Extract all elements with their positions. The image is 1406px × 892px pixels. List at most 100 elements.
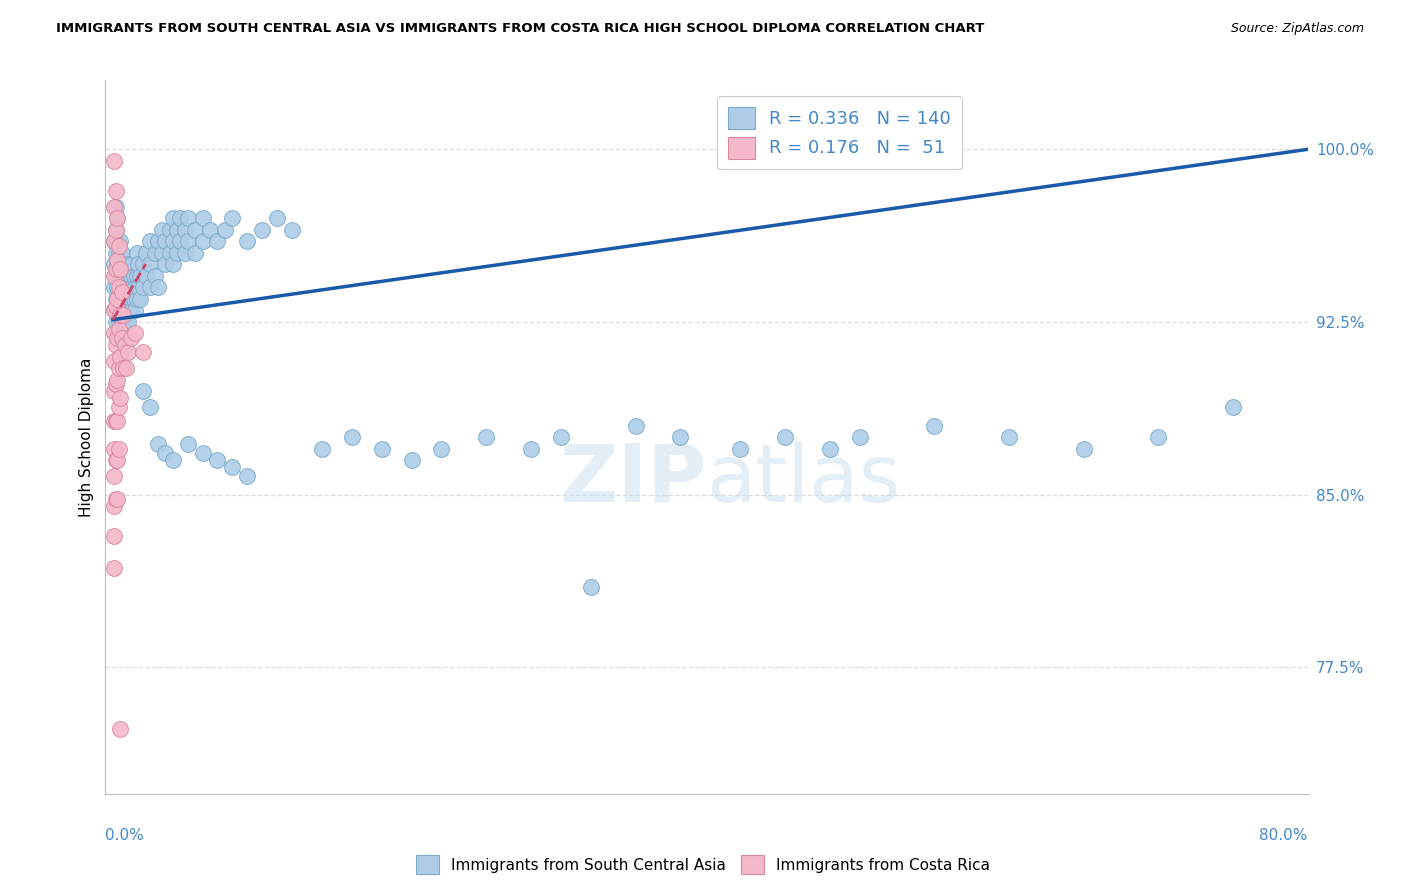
Point [103, 235, 125, 249]
Point [103, 303, 125, 318]
Point [146, 235, 169, 249]
Point [111, 268, 134, 283]
Text: Source: ZipAtlas.com: Source: ZipAtlas.com [1230, 22, 1364, 36]
Point [108, 361, 131, 376]
Point [103, 326, 125, 341]
Point [922, 418, 945, 433]
Point [169, 235, 191, 249]
Point [139, 257, 162, 271]
Point [105, 252, 128, 267]
Point [135, 246, 157, 260]
Point [166, 246, 188, 260]
Point [117, 268, 139, 283]
Point [252, 223, 274, 237]
Point [103, 469, 125, 483]
Point [132, 384, 155, 398]
Point [132, 345, 155, 359]
Text: atlas: atlas [707, 441, 901, 519]
Point [125, 268, 148, 283]
Point [146, 437, 169, 451]
Point [162, 257, 184, 271]
Point [104, 262, 127, 277]
Point [103, 561, 125, 575]
Point [173, 223, 195, 237]
Point [153, 235, 176, 249]
Point [166, 223, 188, 237]
Point [105, 326, 128, 341]
Point [198, 223, 221, 237]
Point [111, 331, 134, 345]
Point [104, 268, 127, 283]
Point [128, 268, 150, 283]
Point [153, 446, 176, 460]
Point [132, 280, 155, 294]
Point [104, 492, 127, 507]
Point [103, 153, 125, 168]
Point [108, 442, 131, 456]
Point [112, 303, 135, 318]
Point [111, 292, 134, 306]
Point [118, 303, 141, 318]
Point [1073, 442, 1095, 456]
Y-axis label: High School Diploma: High School Diploma [79, 358, 94, 516]
Point [236, 469, 259, 483]
Point [121, 280, 143, 294]
Point [110, 391, 132, 405]
Point [114, 315, 136, 329]
Point [191, 211, 214, 226]
Point [162, 235, 184, 249]
Point [104, 299, 127, 313]
Point [520, 442, 543, 456]
Point [111, 246, 134, 260]
Point [401, 453, 423, 467]
Point [135, 268, 157, 283]
Point [1147, 430, 1170, 444]
Point [128, 292, 150, 306]
Point [430, 442, 453, 456]
Point [176, 211, 198, 226]
Point [143, 268, 166, 283]
Point [103, 442, 125, 456]
Point [728, 442, 751, 456]
Point [104, 200, 127, 214]
Legend: Immigrants from South Central Asia, Immigrants from Costa Rica: Immigrants from South Central Asia, Immi… [409, 849, 997, 880]
Point [176, 437, 198, 451]
Text: 80.0%: 80.0% [1260, 828, 1308, 843]
Point [110, 235, 132, 249]
Point [115, 280, 138, 294]
Point [146, 280, 169, 294]
Point [153, 257, 176, 271]
Point [104, 184, 127, 198]
Point [579, 580, 602, 594]
Point [176, 235, 198, 249]
Point [162, 211, 184, 226]
Point [121, 257, 143, 271]
Point [104, 223, 127, 237]
Point [370, 442, 392, 456]
Point [111, 285, 134, 299]
Point [108, 268, 131, 283]
Point [998, 430, 1021, 444]
Point [236, 235, 259, 249]
Point [103, 200, 125, 214]
Point [112, 308, 135, 322]
Point [114, 292, 136, 306]
Point [105, 235, 128, 249]
Point [311, 442, 333, 456]
Point [103, 235, 125, 249]
Point [105, 453, 128, 467]
Point [184, 223, 207, 237]
Point [159, 246, 181, 260]
Point [139, 400, 162, 414]
Point [105, 257, 128, 271]
Legend: R = 0.336   N = 140, R = 0.176   N =  51: R = 0.336 N = 140, R = 0.176 N = 51 [717, 96, 962, 169]
Text: 0.0%: 0.0% [105, 828, 145, 843]
Point [104, 338, 127, 352]
Point [207, 235, 229, 249]
Point [105, 292, 128, 306]
Point [105, 211, 128, 226]
Point [117, 315, 139, 329]
Point [104, 377, 127, 392]
Point [105, 372, 128, 386]
Point [112, 361, 135, 376]
